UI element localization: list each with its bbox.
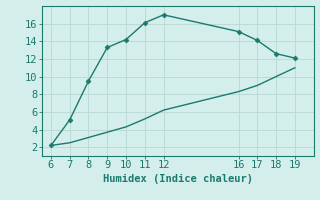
X-axis label: Humidex (Indice chaleur): Humidex (Indice chaleur) [103, 174, 252, 184]
